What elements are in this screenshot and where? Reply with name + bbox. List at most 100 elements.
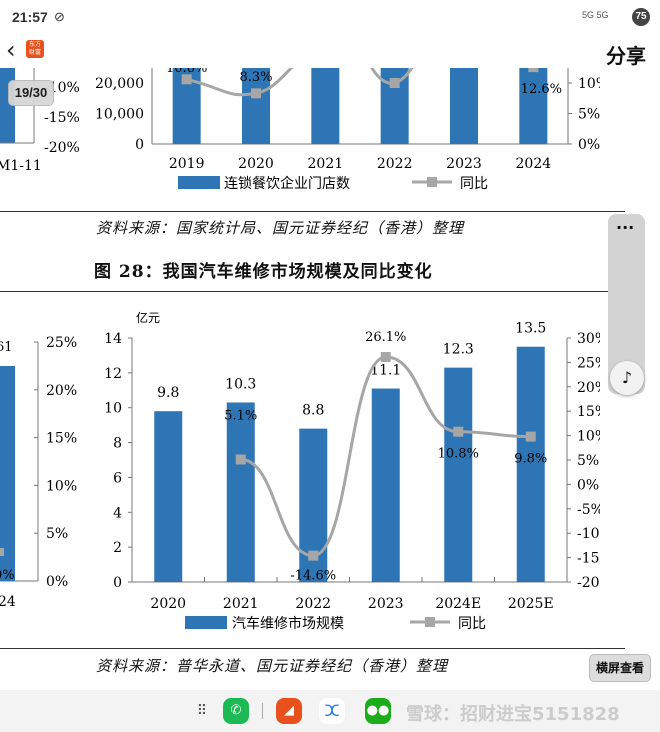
divider xyxy=(0,648,625,649)
yoy-marker xyxy=(251,88,261,99)
y-tick-label: 8 xyxy=(113,436,122,452)
legend-line-label: 同比 xyxy=(460,176,488,192)
y2-tick-label: -20% xyxy=(577,575,600,591)
yoy-label: 10.8% xyxy=(438,447,479,462)
yoy-label: 9.8% xyxy=(514,452,547,467)
divider xyxy=(0,291,608,292)
status-time: 21:57 xyxy=(12,9,48,25)
y2-tick-label: -15% xyxy=(577,551,600,567)
phone-icon[interactable]: ✆ xyxy=(223,698,249,724)
legend-bar-label: 连锁餐饮企业门店数 xyxy=(224,175,350,192)
y2-tick-label: 15% xyxy=(577,404,600,420)
divider xyxy=(262,703,263,719)
source-note: 资料来源：普华永道、国元证券经纪（香港）整理 xyxy=(96,657,449,675)
landscape-view-button[interactable]: 横屏查看 xyxy=(589,654,651,682)
yoy-marker xyxy=(308,550,319,561)
y-tick-label: 2 xyxy=(113,540,122,556)
y-tick-label: 10,000 xyxy=(95,107,144,123)
x-tick-label: 2022 xyxy=(377,156,413,172)
y2-tick-label: -10% xyxy=(577,526,600,542)
partial-tick-label: -20% xyxy=(44,140,80,156)
bar-value-label: 11.1 xyxy=(370,363,401,379)
yoy-label: 5.1% xyxy=(224,409,257,424)
partial-x-label: M1-11 xyxy=(0,158,42,174)
y-tick-label: 0 xyxy=(135,137,144,153)
bar-value-label: 12.3 xyxy=(443,342,474,358)
bar-2021 xyxy=(311,68,340,144)
y2-tick-label: 30% xyxy=(577,331,600,347)
x-tick-label: 2025E xyxy=(508,596,554,612)
wechat-icon[interactable]: ●● xyxy=(365,698,391,724)
share-button[interactable]: 分享 xyxy=(606,44,646,68)
legend-bar-label: 汽车维修市场规模 xyxy=(232,615,344,632)
watermark: 雪球：招财进宝5151828 xyxy=(406,704,620,725)
legend-bar-swatch xyxy=(185,616,227,629)
app-icon-orange[interactable]: ◢ xyxy=(276,698,302,724)
partial-tick-label: 5% xyxy=(46,526,68,542)
y-tick-label: 0 xyxy=(113,575,122,591)
yoy-label: 12.6% xyxy=(521,82,562,97)
y-tick-label: 10 xyxy=(104,401,122,417)
bar-value-label: 10.3 xyxy=(225,376,256,392)
y2-tick-label: 10% xyxy=(577,429,600,445)
x-tick-label: 2023 xyxy=(446,156,482,172)
y2-tick-label: 20% xyxy=(577,380,600,396)
app-icon-blue[interactable]: ⵋ xyxy=(319,698,345,724)
yoy-marker xyxy=(181,74,192,85)
x-tick-label: 2020 xyxy=(238,156,274,172)
bar-value-label: 8.8 xyxy=(302,403,324,419)
music-note-icon[interactable]: ♪ xyxy=(610,361,644,395)
bar-2020 xyxy=(154,411,183,582)
signal-icon: 5G 5G xyxy=(582,10,609,20)
y-axis-unit: 亿元 xyxy=(136,310,160,325)
yoy-label: 8.3% xyxy=(239,70,272,85)
x-tick-label: 2023 xyxy=(368,596,404,612)
back-button[interactable]: ‹ xyxy=(6,36,16,64)
bar-value-label: 9.8 xyxy=(157,385,179,401)
y2-tick-label: 5% xyxy=(577,453,599,469)
partial-label: 61 xyxy=(0,340,13,355)
yoy-label: -14.6% xyxy=(290,569,336,584)
main-chart: 亿元02468101214-20%-15%-10%-5%0%5%10%15%20… xyxy=(0,310,600,632)
partial-tick-label: 25% xyxy=(46,335,77,351)
y2-tick-label: 5% xyxy=(578,107,600,123)
partial-tick-label: 15% xyxy=(46,431,77,447)
yoy-marker xyxy=(380,352,391,363)
y-tick-label: 12 xyxy=(104,366,122,382)
bar-2024E xyxy=(444,367,473,582)
app-logo: 东方 财富 xyxy=(26,40,44,58)
y2-tick-label: 25% xyxy=(577,355,600,371)
yoy-marker xyxy=(235,454,246,465)
yoy-line xyxy=(186,68,414,97)
partial-tick-label: -15% xyxy=(44,110,80,126)
partial-tick-label: 10% xyxy=(46,478,77,494)
yoy-marker xyxy=(389,78,400,88)
x-tick-label: 2021 xyxy=(308,156,344,172)
source-note: 资料来源：国家统计局、国元证券经纪（香港）整理 xyxy=(96,219,465,237)
y2-tick-label: 10% xyxy=(578,76,600,92)
y-tick-label: 20,000 xyxy=(95,76,144,92)
bar-value-label: 13.5 xyxy=(515,321,546,337)
yoy-marker xyxy=(528,68,539,73)
partial-x-label: 24 xyxy=(0,594,16,610)
bar-2024 xyxy=(519,68,548,144)
legend-bar-swatch xyxy=(178,176,220,189)
y-tick-label: 14 xyxy=(104,331,122,347)
yoy-label: 10.6% xyxy=(166,68,207,76)
status-bar: 21:57 ⊘ 5G 5G 75 xyxy=(0,0,660,36)
x-tick-label: 2019 xyxy=(169,156,205,172)
dnd-icon: ⊘ xyxy=(54,9,65,24)
y-tick-label: 4 xyxy=(113,505,122,521)
bar-2021 xyxy=(226,402,255,582)
yoy-label: 26.1% xyxy=(365,330,406,345)
divider xyxy=(0,211,625,212)
yoy-marker xyxy=(453,426,464,437)
app-grid-icon[interactable]: ⠿ xyxy=(196,703,208,719)
x-tick-label: 2022 xyxy=(295,596,331,612)
more-icon[interactable]: ··· xyxy=(616,218,635,237)
legend-line-marker xyxy=(427,177,437,187)
bar-2023 xyxy=(450,68,478,144)
partial-marker xyxy=(0,548,4,556)
x-tick-label: 2021 xyxy=(223,596,259,612)
partial-tick-label: 0% xyxy=(46,574,68,590)
